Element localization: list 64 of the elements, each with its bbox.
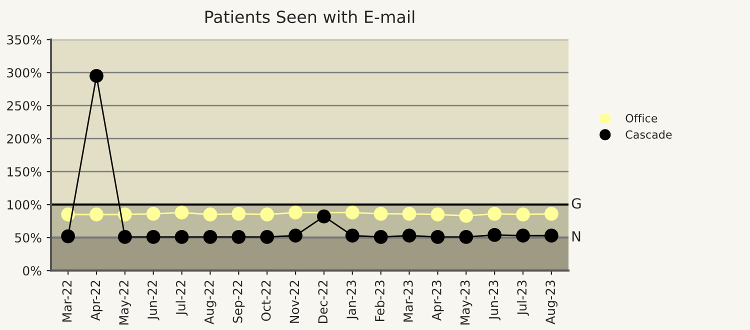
point — [203, 230, 218, 244]
legend-label: Office — [626, 114, 658, 122]
point — [203, 208, 218, 222]
x-tick-label: Apr-22 — [90, 280, 103, 321]
point — [90, 208, 104, 222]
x-tick-label: Jul-22 — [176, 280, 188, 316]
point — [459, 208, 474, 223]
x-tick-label: Oct-22 — [261, 280, 271, 321]
x-tick-label: Mar-22 — [62, 280, 72, 322]
x-tick-label: Sep-22 — [232, 280, 245, 323]
point — [402, 206, 416, 221]
x-tick-label: May-23 — [460, 280, 472, 324]
y-tick-label: 100% — [8, 200, 42, 210]
y-tick-label: 200% — [7, 134, 42, 144]
point — [232, 206, 246, 221]
point — [516, 228, 530, 243]
y-tick-label: 50% — [15, 233, 42, 243]
x-tick-label: Feb-23 — [374, 280, 384, 321]
x-tick-label: Jan-23 — [346, 280, 358, 320]
point — [288, 206, 302, 220]
ref-line-label: N — [572, 231, 580, 242]
point — [430, 230, 445, 244]
y-tick-label: 0% — [22, 266, 42, 276]
chart-title: Patients Seen with E-mail — [205, 10, 414, 24]
point — [516, 208, 530, 222]
point — [374, 206, 388, 221]
point — [345, 206, 360, 220]
x-tick-label: May-22 — [119, 280, 131, 324]
x-tick-label: Nov-22 — [290, 280, 300, 323]
y-tick-label: 300% — [7, 68, 42, 78]
point — [146, 206, 160, 221]
point — [345, 228, 360, 243]
point — [544, 228, 558, 243]
point — [260, 208, 274, 222]
y-tick-label: 350% — [7, 35, 42, 45]
point — [146, 230, 160, 244]
point — [317, 210, 331, 224]
point — [174, 206, 189, 220]
point — [544, 206, 558, 221]
point — [488, 228, 502, 242]
point — [232, 230, 246, 244]
point — [402, 228, 416, 243]
point — [174, 230, 189, 244]
point — [488, 206, 502, 221]
x-tick-label: Jul-23 — [516, 280, 529, 316]
legend-label: Cascade — [626, 130, 672, 139]
point — [288, 228, 302, 243]
point — [459, 230, 474, 244]
x-tick-label: Aug-23 — [546, 280, 558, 324]
x-tick-label: Aug-22 — [204, 280, 216, 324]
x-tick-label: Dec-22 — [318, 280, 328, 324]
point — [374, 230, 388, 244]
point — [61, 229, 76, 244]
x-tick-label: Mar-23 — [403, 280, 413, 322]
point — [430, 208, 445, 222]
ref-line-label: G — [572, 198, 581, 209]
point — [118, 230, 132, 244]
x-tick-label: Jun-23 — [488, 280, 501, 320]
y-tick-label: 150% — [8, 167, 42, 177]
y-tick-label: 250% — [7, 101, 42, 111]
point — [90, 68, 104, 83]
x-tick-label: Jun-22 — [148, 280, 160, 320]
x-tick-label: Apr-23 — [432, 280, 444, 321]
point — [260, 230, 274, 244]
